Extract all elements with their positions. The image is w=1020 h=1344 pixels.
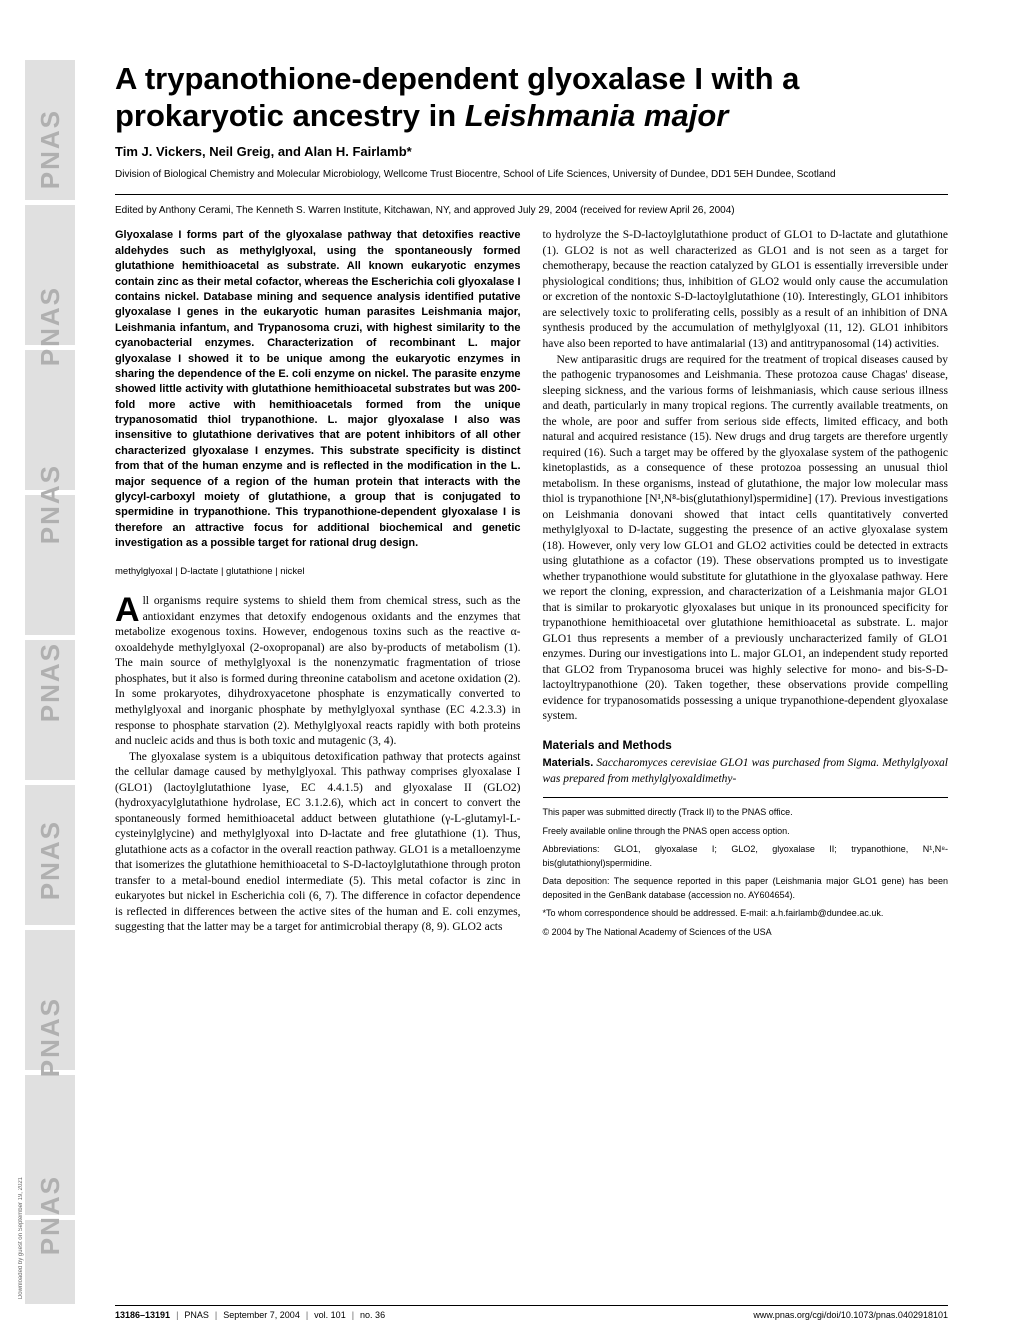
footnote-6: © 2004 by The National Academy of Scienc…	[543, 926, 949, 940]
authors: Tim J. Vickers, Neil Greig, and Alan H. …	[115, 144, 948, 159]
footnotes: This paper was submitted directly (Track…	[543, 797, 949, 939]
body-paragraph-3: to hydrolyze the S-D-lactoylglutathione …	[543, 228, 949, 352]
footer-url: www.pnas.org/cgi/doi/10.1073/pnas.040291…	[753, 1310, 948, 1320]
body-paragraph-1: All organisms require systems to shield …	[115, 594, 521, 749]
materials-label: Materials.	[543, 757, 594, 769]
footnote-5: *To whom correspondence should be addres…	[543, 907, 949, 921]
pnas-sidebar-stripe: PNAS PNAS PNAS PNAS PNAS PNAS PNAS	[25, 60, 75, 1304]
footer-left: 13186–13191 | PNAS | September 7, 2004 |…	[115, 1310, 385, 1320]
footer-vol: vol. 101	[314, 1310, 346, 1320]
materials-paragraph: Materials. Saccharomyces cerevisiae GLO1…	[543, 756, 949, 787]
keywords: methylglyoxal | D-lactate | glutathione …	[115, 566, 521, 579]
footnote-1: This paper was submitted directly (Track…	[543, 806, 949, 820]
footnote-4: Data deposition: The sequence reported i…	[543, 875, 949, 902]
footer-journal: PNAS	[184, 1310, 209, 1320]
editor-line: Edited by Anthony Cerami, The Kenneth S.…	[115, 205, 948, 216]
right-column: to hydrolyze the S-D-lactoylglutathione …	[543, 228, 949, 944]
page-footer: 13186–13191 | PNAS | September 7, 2004 |…	[115, 1305, 948, 1320]
divider-top	[115, 194, 948, 195]
left-column: Glyoxalase I forms part of the glyoxalas…	[115, 228, 521, 944]
footer-date: September 7, 2004	[223, 1310, 300, 1320]
methods-heading: Materials and Methods	[543, 737, 949, 753]
download-note: Downloaded by guest on September 19, 202…	[18, 1177, 24, 1299]
page-numbers: 13186–13191	[115, 1310, 170, 1320]
affiliation: Division of Biological Chemistry and Mol…	[115, 169, 948, 180]
footnote-3: Abbreviations: GLO1, glyoxalase I; GLO2,…	[543, 843, 949, 870]
footer-issue: no. 36	[360, 1310, 385, 1320]
two-column-layout: Glyoxalase I forms part of the glyoxalas…	[115, 228, 948, 944]
body-paragraph-4: New antiparasitic drugs are required for…	[543, 353, 949, 725]
article-title: A trypanothione-dependent glyoxalase I w…	[115, 60, 948, 134]
abstract: Glyoxalase I forms part of the glyoxalas…	[115, 228, 521, 551]
dropcap: A	[115, 594, 143, 624]
body-paragraph-2: The glyoxalase system is a ubiquitous de…	[115, 750, 521, 936]
footnote-2: Freely available online through the PNAS…	[543, 825, 949, 839]
